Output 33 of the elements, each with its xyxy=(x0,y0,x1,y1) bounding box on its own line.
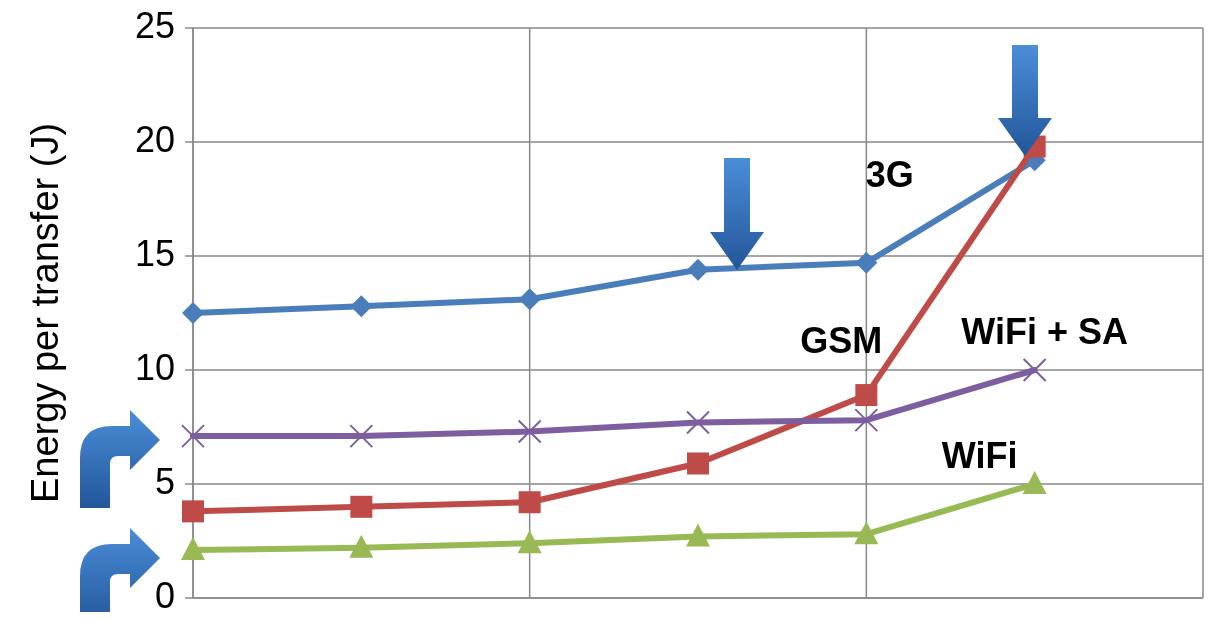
point xyxy=(350,495,373,518)
point xyxy=(517,419,542,444)
series-label: GSM xyxy=(800,319,883,361)
point xyxy=(686,523,710,547)
point xyxy=(518,288,541,311)
series-label: WiFi + SA xyxy=(961,310,1129,352)
y-tick-label: 10 xyxy=(134,346,175,388)
series-label: WiFi xyxy=(941,434,1018,476)
point xyxy=(854,408,879,433)
point xyxy=(181,424,205,449)
y-tick-label: 15 xyxy=(134,232,175,274)
point xyxy=(350,295,373,318)
point xyxy=(349,424,374,449)
point xyxy=(854,521,879,545)
point xyxy=(518,491,541,514)
point xyxy=(687,452,709,475)
y-tick-label: 25 xyxy=(134,4,175,46)
point xyxy=(182,500,204,523)
point xyxy=(855,251,878,274)
y-tick-label: 0 xyxy=(154,574,175,616)
point xyxy=(687,258,709,281)
point xyxy=(1022,471,1047,494)
point xyxy=(855,384,878,407)
y-tick-label: 20 xyxy=(134,118,175,160)
point xyxy=(686,410,710,435)
point xyxy=(1022,358,1047,382)
point xyxy=(349,534,374,558)
point xyxy=(181,537,205,561)
y-axis-title: Energy per transfer (J) xyxy=(24,122,67,504)
point xyxy=(182,302,204,324)
y-tick-label: 5 xyxy=(154,460,175,502)
series-label: 3G xyxy=(865,153,914,195)
point xyxy=(517,530,542,554)
